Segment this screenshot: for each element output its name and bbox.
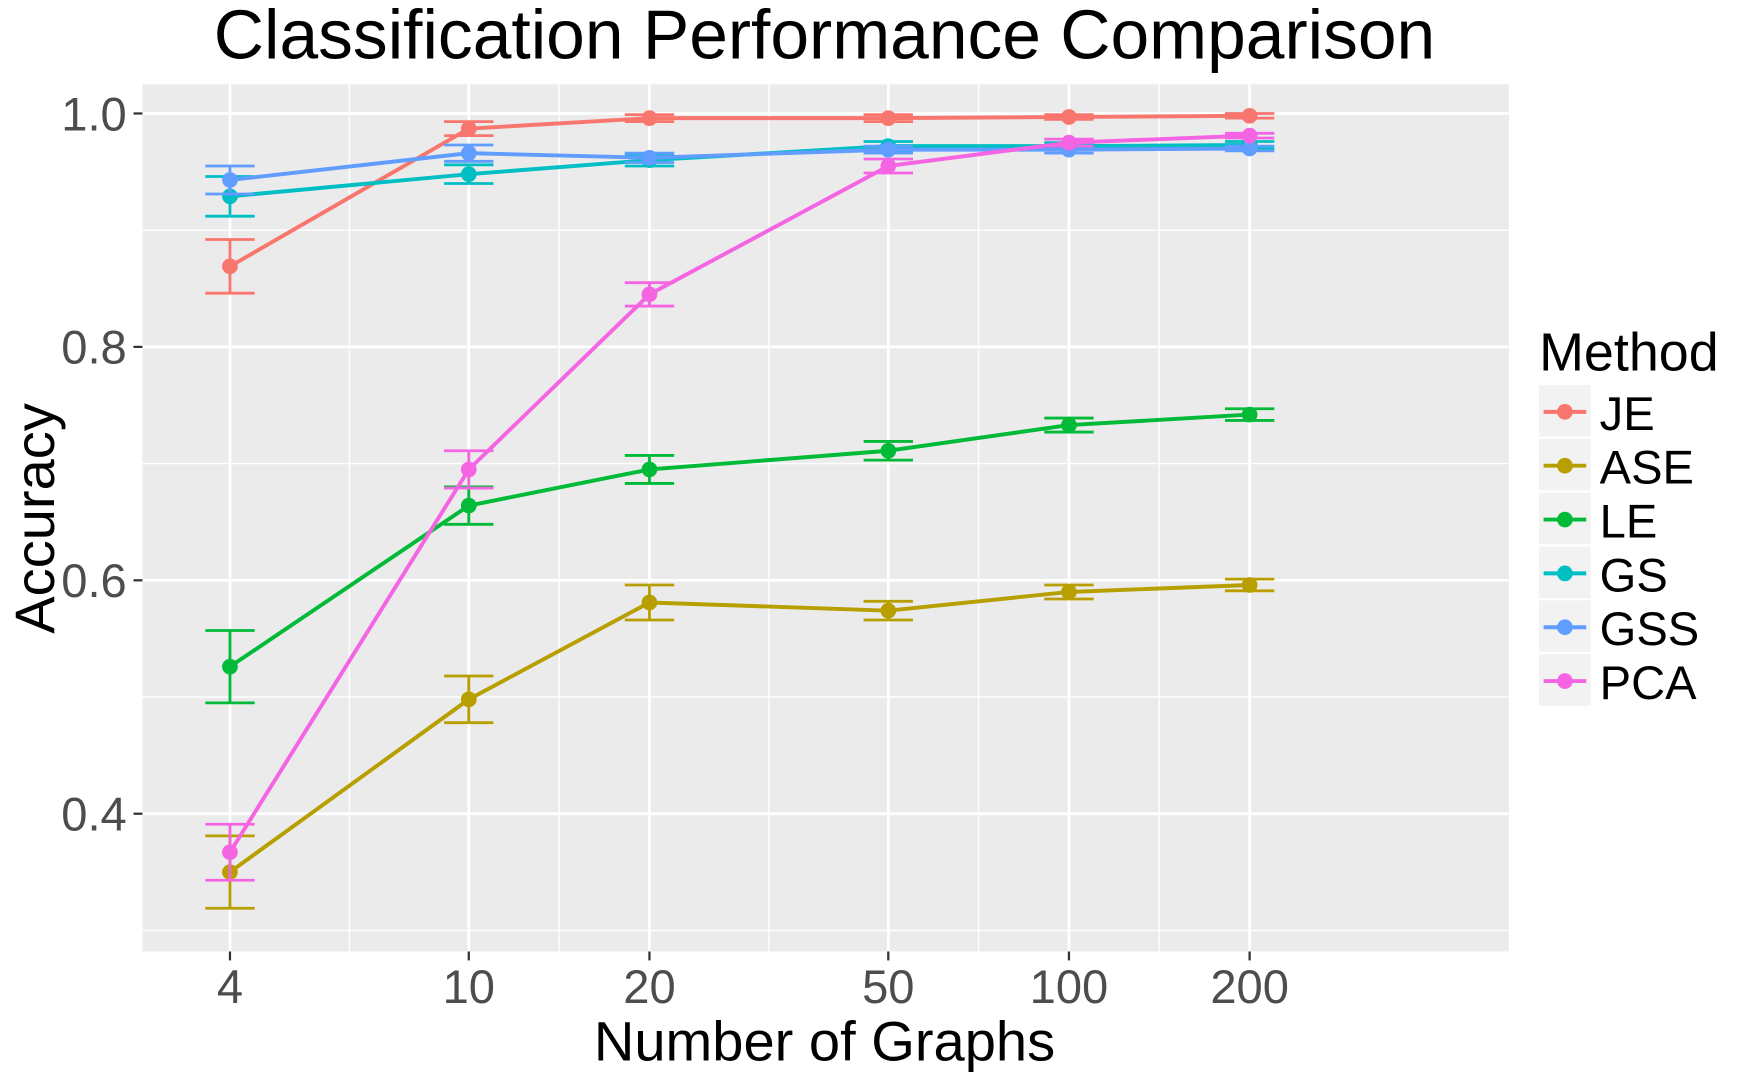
data-point-pca bbox=[880, 158, 897, 174]
legend-key-point bbox=[1557, 565, 1573, 582]
y-axis-label: Accuracy bbox=[3, 403, 66, 634]
x-tick-label: 200 bbox=[1210, 960, 1289, 1013]
data-point-je bbox=[1061, 109, 1077, 125]
legend-label-le: LE bbox=[1600, 494, 1658, 547]
legend-key-point bbox=[1557, 673, 1573, 689]
data-point-je bbox=[641, 110, 658, 126]
series-line-pca bbox=[228, 133, 1250, 854]
data-point-gss bbox=[222, 172, 238, 188]
data-point-le bbox=[460, 497, 477, 514]
legend-label-ase: ASE bbox=[1600, 441, 1694, 494]
data-point-je bbox=[1241, 107, 1258, 124]
y-tick-label: 0.8 bbox=[61, 321, 127, 374]
data-point-le bbox=[1061, 417, 1077, 433]
data-point-ase bbox=[1241, 577, 1258, 593]
data-point-gs bbox=[222, 188, 238, 205]
legend-key-point bbox=[1557, 511, 1573, 528]
data-point-pca bbox=[460, 461, 477, 478]
legend-label-gs: GS bbox=[1600, 548, 1668, 601]
x-tick-label: 10 bbox=[443, 960, 495, 1013]
legend-label-je: JE bbox=[1600, 387, 1655, 440]
data-point-le bbox=[222, 658, 238, 675]
x-axis-label: Number of Graphs bbox=[594, 1009, 1055, 1072]
legend-key-point bbox=[1557, 619, 1573, 636]
plot-panel bbox=[142, 84, 1509, 952]
data-point-je bbox=[222, 258, 238, 275]
x-tick-label: 50 bbox=[862, 960, 914, 1013]
data-point-le bbox=[1241, 406, 1258, 423]
data-point-le bbox=[880, 442, 897, 459]
data-point-le bbox=[641, 461, 658, 478]
data-point-je bbox=[880, 110, 897, 126]
data-point-pca bbox=[1061, 134, 1077, 151]
data-point-ase bbox=[460, 691, 477, 708]
x-tick-label: 4 bbox=[217, 960, 243, 1013]
data-point-pca bbox=[1241, 127, 1258, 144]
data-point-gss bbox=[880, 141, 897, 158]
x-tick-label: 100 bbox=[1030, 960, 1109, 1013]
legend-title: Method bbox=[1539, 322, 1719, 382]
y-tick-label: 0.6 bbox=[61, 554, 127, 607]
data-point-gss bbox=[460, 145, 477, 162]
y-tick-label: 0.4 bbox=[61, 788, 127, 841]
chart-title: Classification Performance Comparison bbox=[214, 0, 1435, 73]
legend-label-pca: PCA bbox=[1600, 656, 1697, 709]
data-point-ase bbox=[641, 594, 658, 611]
y-tick-label: 1.0 bbox=[61, 87, 127, 140]
data-point-gss bbox=[641, 149, 658, 166]
data-point-gs bbox=[460, 166, 477, 183]
grid bbox=[142, 84, 1509, 952]
legend-label-gss: GSS bbox=[1600, 602, 1700, 655]
data-point-ase bbox=[1061, 584, 1077, 600]
series-line-gss bbox=[229, 146, 1250, 182]
data-point-je bbox=[460, 120, 477, 137]
data-point-pca bbox=[222, 844, 238, 861]
series-marks bbox=[205, 107, 1275, 910]
series-line-ase bbox=[228, 583, 1250, 874]
x-tick-label: 20 bbox=[623, 960, 675, 1013]
legend-key-point bbox=[1557, 457, 1573, 474]
series-line-je bbox=[228, 113, 1250, 269]
data-point-gss bbox=[1241, 140, 1258, 157]
legend-key-point bbox=[1557, 404, 1573, 420]
data-point-ase bbox=[880, 602, 897, 619]
axes: 0.4 0.6 0.8 1.0 4 10 20 50 100 200 bbox=[61, 87, 1289, 1013]
data-point-pca bbox=[641, 286, 658, 303]
